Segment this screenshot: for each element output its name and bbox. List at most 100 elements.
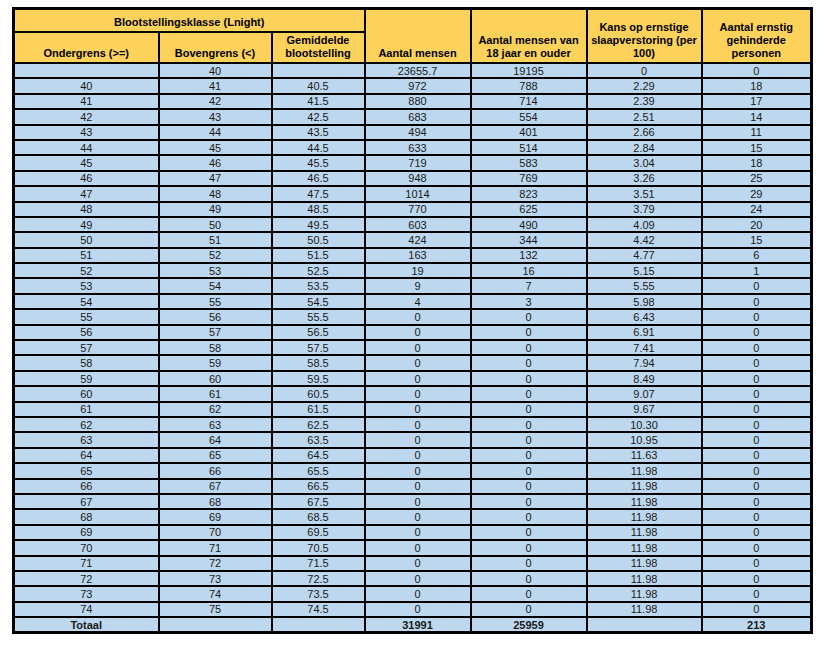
cell: 50.5 — [272, 232, 365, 247]
cell: 42 — [159, 94, 272, 109]
cell: 57 — [14, 340, 159, 355]
cell: 0 — [702, 278, 812, 293]
cell: 4 — [365, 294, 471, 309]
cell: 11.98 — [587, 463, 702, 478]
cell: 10.30 — [587, 417, 702, 432]
table-row: 656665.50011.980 — [14, 463, 812, 478]
cell: 68 — [14, 509, 159, 524]
cell: 60.5 — [272, 386, 365, 401]
cell: 0 — [471, 602, 587, 617]
cell: 55.5 — [272, 309, 365, 324]
cell: 769 — [471, 171, 587, 186]
cell: 0 — [702, 525, 812, 540]
table-row: 707170.50011.980 — [14, 540, 812, 555]
cell: 51.5 — [272, 248, 365, 263]
cell: 73 — [159, 571, 272, 586]
cell: 0 — [702, 586, 812, 601]
cell: 49 — [14, 217, 159, 232]
cell: 0 — [702, 448, 812, 463]
cell: 0 — [365, 309, 471, 324]
cell: 56 — [159, 309, 272, 324]
cell: 59 — [14, 371, 159, 386]
cell: 3.79 — [587, 202, 702, 217]
cell: 424 — [365, 232, 471, 247]
table-row: 686968.50011.980 — [14, 509, 812, 524]
cell: 59.5 — [272, 371, 365, 386]
cell: 0 — [471, 325, 587, 340]
cell: 880 — [365, 94, 471, 109]
cell: 47.5 — [272, 186, 365, 201]
cell: 57 — [159, 325, 272, 340]
cell: 55 — [14, 309, 159, 324]
cell: 0 — [365, 463, 471, 478]
cell: 714 — [471, 94, 587, 109]
cell: 49.5 — [272, 217, 365, 232]
cell: 18 — [702, 78, 812, 93]
cell: 719 — [365, 155, 471, 170]
cell: 0 — [471, 448, 587, 463]
cell: 2.84 — [587, 140, 702, 155]
cell: 45 — [14, 155, 159, 170]
cell: 0 — [365, 556, 471, 571]
cell: 61.5 — [272, 402, 365, 417]
cell: 9.07 — [587, 386, 702, 401]
cell: 0 — [365, 325, 471, 340]
cell: 0 — [365, 340, 471, 355]
cell: 24 — [702, 202, 812, 217]
cell: 0 — [702, 463, 812, 478]
cell: 65 — [159, 448, 272, 463]
cell: 0 — [365, 586, 471, 601]
cell: 15 — [702, 232, 812, 247]
cell: 56 — [14, 325, 159, 340]
cell: 344 — [471, 232, 587, 247]
total-row: Totaal 31991 25959 213 — [14, 617, 812, 633]
cell: 73.5 — [272, 586, 365, 601]
cell: 69 — [159, 509, 272, 524]
cell: 51 — [14, 248, 159, 263]
cell: 52.5 — [272, 263, 365, 278]
header-kans-slaapverstoring: Kans op ernstige slaapverstoring (per 10… — [587, 9, 702, 64]
cell: 64 — [14, 448, 159, 463]
cell: 0 — [365, 355, 471, 370]
table-row: 626362.50010.300 — [14, 417, 812, 432]
cell: 0 — [702, 602, 812, 617]
cell: 46 — [159, 155, 272, 170]
cell: 74.5 — [272, 602, 365, 617]
cell: 514 — [471, 140, 587, 155]
cell: 43.5 — [272, 125, 365, 140]
table-row: 474847.510148233.5129 — [14, 186, 812, 201]
total-aantal-18plus: 25959 — [471, 617, 587, 633]
cell: 74 — [159, 586, 272, 601]
cell: 0 — [471, 355, 587, 370]
cell: 41 — [14, 94, 159, 109]
cell: 43 — [159, 109, 272, 124]
cell: 11.98 — [587, 571, 702, 586]
total-gemiddelde-empty — [272, 617, 365, 633]
cell: 0 — [702, 402, 812, 417]
cell: 494 — [365, 125, 471, 140]
table-row: 676867.50011.980 — [14, 494, 812, 509]
cell: 14 — [702, 109, 812, 124]
cell: 972 — [365, 78, 471, 93]
cell: 583 — [471, 155, 587, 170]
cell: 0 — [702, 340, 812, 355]
cell: 0 — [365, 417, 471, 432]
cell: 60 — [14, 386, 159, 401]
cell: 48.5 — [272, 202, 365, 217]
cell: 58 — [14, 355, 159, 370]
table-row: 515251.51631324.776 — [14, 248, 812, 263]
cell: 0 — [702, 417, 812, 432]
cell: 23655.7 — [365, 63, 471, 78]
cell: 51 — [159, 232, 272, 247]
cell: 7.41 — [587, 340, 702, 355]
header-ondergrens: Ondergrens (>=) — [14, 32, 159, 63]
cell: 683 — [365, 109, 471, 124]
table-row: 747574.50011.980 — [14, 602, 812, 617]
cell: 45.5 — [272, 155, 365, 170]
cell: 72 — [159, 556, 272, 571]
cell: 74 — [14, 602, 159, 617]
cell: 625 — [471, 202, 587, 217]
cell: 0 — [471, 540, 587, 555]
cell: 0 — [702, 479, 812, 494]
cell: 788 — [471, 78, 587, 93]
